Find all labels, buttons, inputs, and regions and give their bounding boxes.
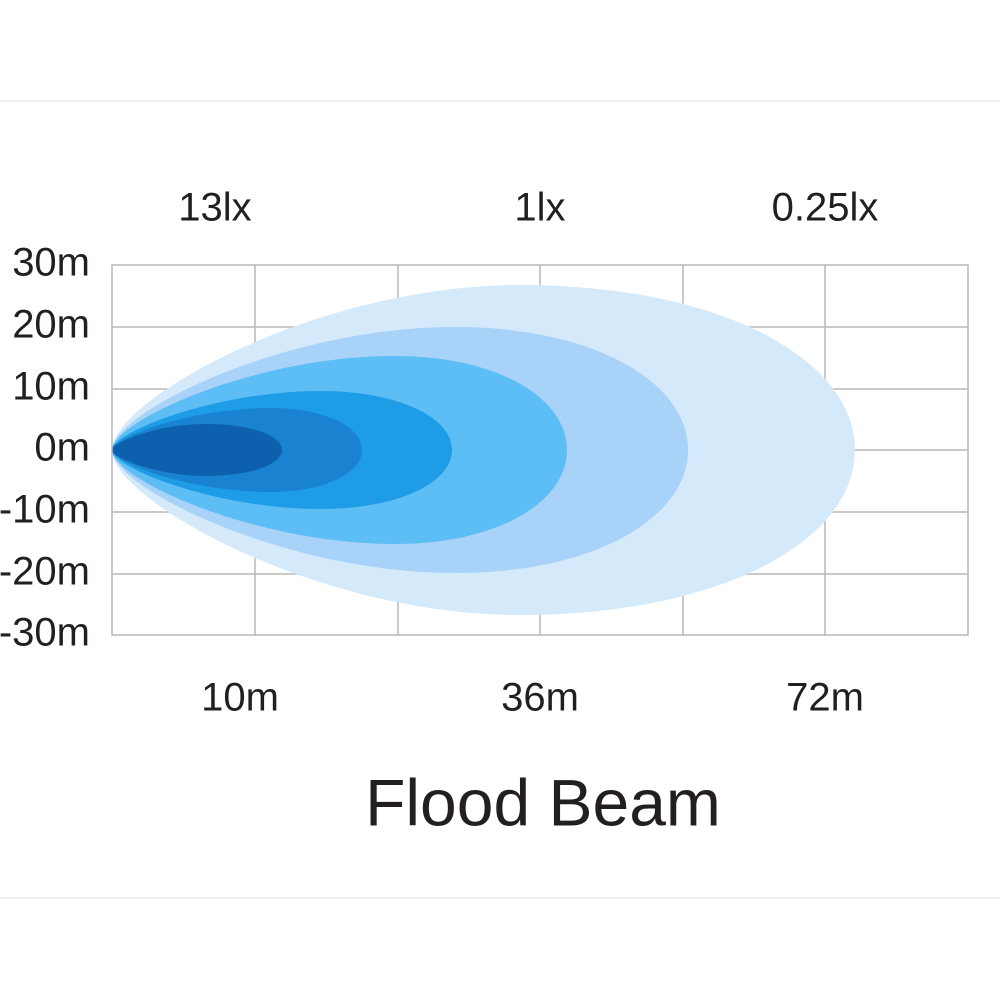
x-label: 72m (786, 676, 864, 720)
lux-label: 0.25lx (772, 186, 879, 230)
y-label: -30m (0, 611, 90, 655)
y-label: 0m (34, 426, 90, 470)
x-label: 10m (201, 676, 279, 720)
lux-label: 1lx (514, 186, 565, 230)
lux-label: 13lx (178, 186, 251, 230)
y-label: -10m (0, 488, 90, 532)
beam-zone (112, 424, 282, 476)
y-label: 20m (12, 303, 90, 347)
y-label: 10m (12, 365, 90, 409)
beam-pattern (112, 285, 855, 615)
title: Flood Beam (365, 765, 721, 839)
x-label: 36m (501, 676, 579, 720)
grid-frame (111, 264, 969, 636)
y-label: -20m (0, 550, 90, 594)
y-label: 30m (12, 241, 90, 285)
